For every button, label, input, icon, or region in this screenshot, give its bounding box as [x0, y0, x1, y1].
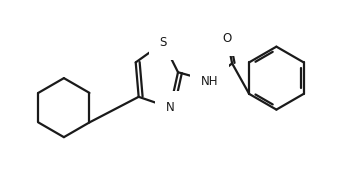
Text: NH: NH	[201, 75, 218, 88]
Text: S: S	[160, 36, 167, 49]
Text: O: O	[223, 32, 232, 45]
Text: N: N	[166, 101, 174, 114]
